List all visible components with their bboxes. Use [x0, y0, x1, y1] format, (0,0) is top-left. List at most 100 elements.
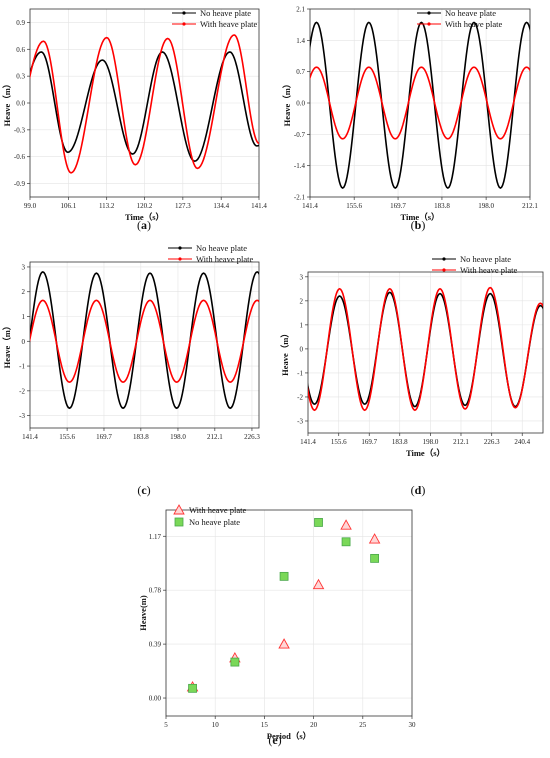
legend-marker [182, 22, 186, 26]
legend: With heave plate No heave plate [173, 504, 246, 527]
x-tick-label: 30 [409, 721, 417, 729]
panel-4: 141.4 155.6 169.7 183.8 198.0 212.1 226.3 240.4… [280, 254, 544, 497]
legend-marker [442, 257, 446, 261]
point-no-heave-plate [370, 553, 380, 563]
point-no-heave-plate [188, 683, 197, 693]
x-tick-label: 134.4 [213, 202, 229, 210]
legend-marker [178, 257, 182, 261]
y-tick-label: 0.00 [149, 695, 162, 703]
y-tick-label: 2.1 [296, 6, 305, 14]
y-axis-title: Heave(m) [138, 595, 148, 631]
x-tick-label: 141.4 [22, 433, 38, 441]
plot-frame [165, 509, 413, 717]
y-tick-label: 1.4 [296, 37, 305, 45]
x-tick-label: 226.3 [244, 433, 260, 441]
plot-area [186, 518, 381, 693]
plot-frame [29, 261, 260, 429]
x-tick-label: 155.6 [59, 433, 75, 441]
y-tick-label: 3 [300, 273, 304, 281]
legend-label: With heave plate [189, 505, 246, 515]
legend-label: With heave plate [445, 19, 502, 29]
legend-label: With heave plate [200, 19, 257, 29]
panel-label: (c) [137, 483, 150, 497]
point-with-heave-plate [278, 638, 290, 649]
series-line-with-heave-plate [30, 34, 259, 174]
y-tick-label: 1.17 [149, 533, 162, 541]
y-tick-label: -0.3 [14, 126, 26, 134]
series-line-no-heave-plate [310, 21, 530, 190]
y-tick-label: 2 [300, 297, 304, 305]
point-no-heave-plate [279, 571, 289, 581]
y-axis-title: Heave（m） [2, 322, 12, 369]
legend-marker-triangle [173, 504, 185, 515]
series-line-no-heave-plate [308, 291, 543, 408]
legend-label: With heave plate [196, 254, 253, 264]
point-with-heave-plate [368, 533, 381, 544]
x-tick-label: 183.8 [133, 433, 149, 441]
x-tick-label: 141.4 [251, 202, 267, 210]
panel-label: (a) [137, 218, 151, 232]
y-tick-label: 0.39 [149, 641, 162, 649]
panel-5: 5 10 15 20 25 30 1.17 0.78 0.39 0.00 Period（s） Heav… [138, 504, 417, 747]
y-tick-label: -1 [19, 363, 25, 371]
y-tick-label: 0.78 [149, 587, 162, 595]
legend-label: No heave plate [189, 517, 240, 527]
y-tick-label: 0.9 [16, 19, 25, 27]
x-tick-label: 141.4 [302, 202, 318, 210]
x-tick-label: 240.4 [514, 438, 530, 446]
y-tick-label: -0.6 [14, 153, 26, 161]
legend-label: With heave plate [460, 265, 517, 275]
y-tick-label: -1.4 [294, 162, 306, 170]
legend-marker-square [174, 517, 184, 527]
x-tick-label: 113.2 [99, 202, 115, 210]
x-tick-label: 169.7 [361, 438, 377, 446]
x-tick-label: 127.3 [175, 202, 191, 210]
panel-3: 141.4 155.6 169.7 183.8 198.0 212.1 226.3 3 2 1 0 -… [2, 243, 260, 497]
x-tick-label: 155.6 [346, 202, 362, 210]
panel-label: (b) [411, 218, 426, 232]
x-tick-label: 10 [212, 721, 220, 729]
x-tick-label: 169.7 [390, 202, 406, 210]
x-tick-label: 25 [359, 721, 367, 729]
point-no-heave-plate [314, 518, 323, 527]
legend-label: No heave plate [460, 254, 511, 264]
y-tick-label: -0.7 [294, 131, 306, 139]
series-line-with-heave-plate [30, 299, 259, 383]
y-tick-label: -2.1 [294, 194, 306, 202]
x-tick-label: 20 [310, 721, 318, 729]
x-tick-label: 106.1 [60, 202, 76, 210]
x-tick-label: 198.0 [478, 202, 494, 210]
x-tick-label: 183.8 [434, 202, 450, 210]
x-tick-label: 212.1 [207, 433, 223, 441]
y-tick-label: 0.3 [16, 73, 25, 81]
y-tick-label: -2 [19, 387, 25, 395]
x-tick-label: 198.0 [170, 433, 186, 441]
x-tick-label: 212.1 [522, 202, 538, 210]
y-tick-label: -0.9 [14, 180, 26, 188]
y-axis-title: Heave（m） [2, 80, 12, 127]
y-tick-label: 3 [22, 263, 26, 271]
y-tick-label: 0 [22, 338, 26, 346]
y-tick-label: 2 [22, 288, 26, 296]
plot-area [308, 286, 543, 412]
point-with-heave-plate [312, 578, 325, 590]
y-tick-label: 1 [22, 313, 26, 321]
x-tick-label: 212.1 [453, 438, 469, 446]
x-axis-title: Time（s） [400, 212, 439, 222]
y-tick-label: 0.6 [16, 46, 25, 54]
x-tick-label: 155.6 [331, 438, 347, 446]
x-tick-label: 120.2 [137, 202, 153, 210]
panel-label: (e) [268, 733, 281, 747]
x-axis-title: Time（s） [125, 212, 164, 222]
series-line-no-heave-plate [30, 271, 259, 410]
y-tick-label: 1 [300, 321, 304, 329]
y-tick-label: -3 [19, 412, 25, 420]
legend-marker [442, 268, 446, 272]
series-line-no-heave-plate [30, 51, 259, 163]
x-tick-label: 15 [261, 721, 269, 729]
